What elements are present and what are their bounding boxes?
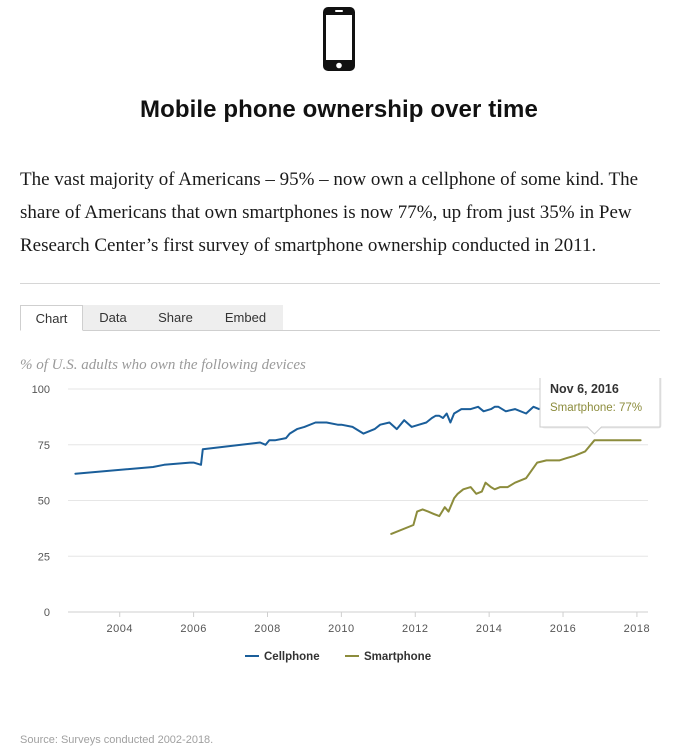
x-tick-label: 2008 (254, 623, 280, 635)
y-tick-label: 75 (38, 440, 50, 452)
x-tick-label: 2010 (328, 623, 354, 635)
divider (20, 283, 660, 284)
legend-label-cellphone: Cellphone (264, 651, 320, 663)
intro-paragraph: The vast majority of Americans – 95% – n… (20, 169, 639, 256)
tooltip-value: Smartphone: 77% (550, 402, 642, 414)
chart-tabs: Chart Data Share Embed (20, 305, 660, 331)
tab-embed[interactable]: Embed (208, 305, 283, 330)
x-tick-label: 2004 (106, 623, 132, 635)
legend-label-smartphone: Smartphone (364, 651, 431, 663)
tab-share[interactable]: Share (143, 305, 208, 330)
line-chart: 0 25 50 75 100 2004 2006 2008 2010 2012 2014 2016 20… (32, 378, 662, 663)
page-title: Mobile phone ownership over time (140, 96, 538, 123)
tooltip-box (539, 378, 661, 435)
tab-chart[interactable]: Chart (20, 305, 83, 331)
tab-data[interactable]: Data (83, 305, 143, 330)
source-note: Source: Surveys conducted 2002-2018. (20, 734, 214, 746)
x-tick-label: 2018 (624, 623, 650, 635)
x-tick-label: 2006 (180, 623, 206, 635)
y-tick-label: 50 (38, 496, 50, 508)
series-line-smartphone (390, 439, 642, 535)
x-tick-label: 2016 (550, 623, 576, 635)
x-tick-label: 2012 (402, 623, 428, 635)
y-tick-label: 100 (32, 384, 50, 396)
y-tick-label: 25 (38, 551, 50, 563)
x-tick-label: 2014 (476, 623, 502, 635)
tooltip-date: Nov 6, 2016 (550, 382, 619, 396)
smartphone-icon (323, 7, 355, 71)
chart-subtitle: % of U.S. adults who own the following d… (20, 357, 306, 373)
y-tick-label: 0 (44, 607, 50, 619)
